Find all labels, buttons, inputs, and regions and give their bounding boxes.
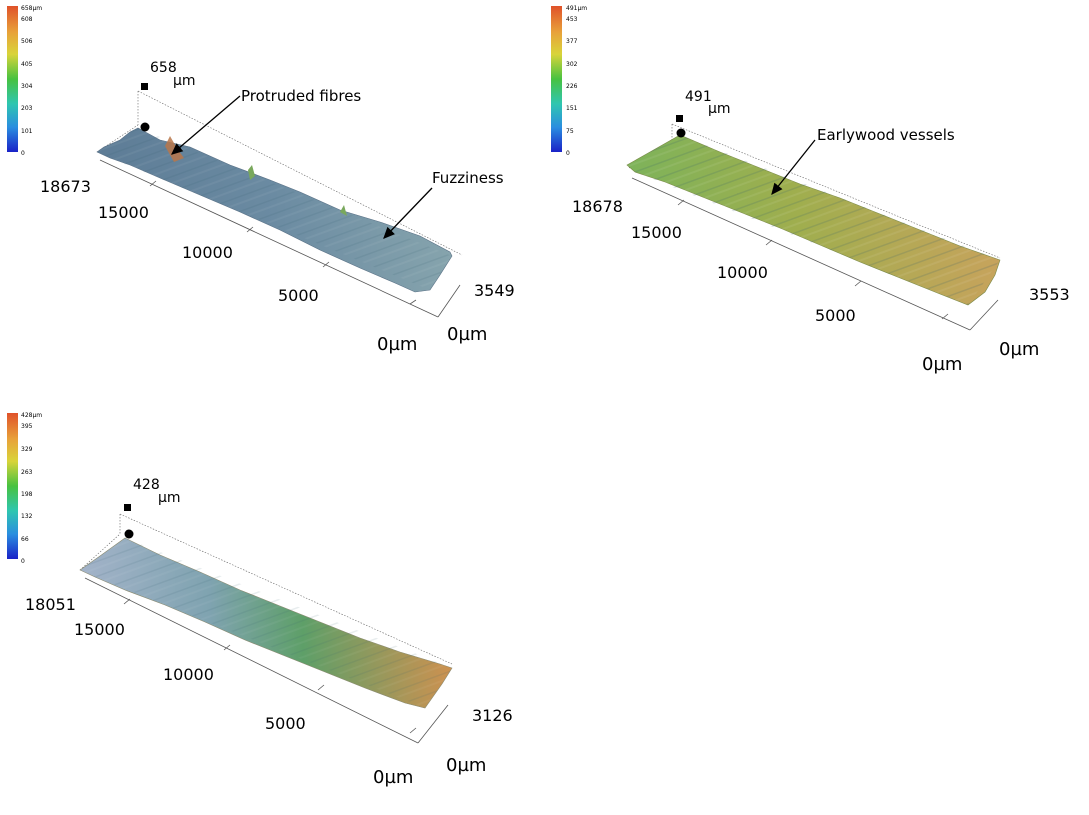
scale-tick: 0 [566, 150, 570, 157]
y-tick-label: 15000 [98, 203, 149, 222]
x-tick-label: 3553 [1029, 285, 1070, 304]
scale-tick: 0 [21, 558, 25, 565]
axis-marker-dot [124, 529, 134, 539]
annotation-arrow [383, 187, 433, 239]
y-tick-label: 18673 [40, 177, 91, 196]
annotation-earlywood-vessels: Earlywood vessels [771, 126, 955, 196]
surface-texture [627, 135, 1000, 305]
scale-tick: 453 [566, 16, 578, 23]
color-scale-c: 428µm 395 329 263 198 132 66 0 [7, 412, 42, 565]
axis-a [99, 159, 461, 318]
x-tick-label: 0µm [999, 339, 1039, 360]
z-unit-label: µm [173, 73, 196, 89]
scale-tick: 329 [21, 446, 33, 453]
panel-b: 491µm 453 377 302 226 151 75 0 491 µm [551, 5, 1070, 375]
y-tick-label: 10000 [163, 665, 214, 684]
axis-marker-dot [140, 122, 150, 132]
fibre-peak [340, 205, 347, 216]
scale-tick: 226 [566, 83, 578, 90]
scale-tick: 151 [566, 105, 578, 112]
scale-tick: 395 [21, 423, 33, 430]
annotation-protruded-fibres: Protruded fibres [171, 87, 361, 155]
y-tick-label: 0µm [922, 354, 962, 375]
scale-tick: 198 [21, 491, 33, 498]
panel-a: 658µm 608 506 405 304 203 101 0 [7, 5, 515, 355]
scale-top-label: 658µm [21, 5, 42, 12]
scale-tick: 263 [21, 469, 33, 476]
scale-top-label: 491µm [566, 5, 587, 12]
annotation-label: Protruded fibres [241, 87, 361, 105]
scale-tick: 304 [21, 83, 33, 90]
scale-tick: 506 [21, 38, 33, 45]
scale-tick: 75 [566, 128, 574, 135]
color-scale-b: 491µm 453 377 302 226 151 75 0 [551, 5, 587, 157]
y-tick-label: 0µm [373, 767, 413, 788]
x-tick-label: 3126 [472, 706, 513, 725]
axis-marker-square [676, 115, 683, 122]
scale-tick: 302 [566, 61, 578, 68]
x-tick-label: 3549 [474, 281, 515, 300]
y-tick-label: 10000 [717, 263, 768, 282]
y-tick-label: 18051 [25, 595, 76, 614]
y-tick-label: 15000 [631, 223, 682, 242]
y-tick-label: 0µm [377, 334, 417, 355]
color-scale-bar [551, 6, 562, 152]
axis-c [84, 577, 449, 744]
annotation-label: Earlywood vessels [817, 126, 955, 144]
scale-tick: 0 [21, 150, 25, 157]
scale-tick: 66 [21, 536, 29, 543]
scale-tick: 405 [21, 61, 33, 68]
scale-tick: 377 [566, 38, 578, 45]
y-tick-label: 18678 [572, 197, 623, 216]
z-value-label: 428 [133, 477, 160, 493]
bounding-box-a [96, 90, 463, 256]
bounding-box-c [79, 513, 453, 665]
y-tick-label: 5000 [815, 306, 856, 325]
scale-tick: 608 [21, 16, 33, 23]
annotation-label: Fuzziness [432, 169, 504, 187]
y-tick-label: 5000 [278, 286, 319, 305]
surface-texture [97, 128, 452, 290]
scale-top-label: 428µm [21, 412, 42, 419]
axis-b [631, 177, 999, 331]
z-value-label: 491 [685, 89, 712, 105]
axis-marker-square [124, 504, 131, 511]
annotation-arrow [171, 95, 241, 155]
axis-marker-square [141, 83, 148, 90]
annotation-arrow [771, 139, 816, 196]
annotation-fuzziness: Fuzziness [383, 169, 504, 239]
z-value-label: 658 [150, 60, 177, 76]
color-scale-bar [7, 413, 18, 559]
scale-tick: 203 [21, 105, 33, 112]
y-tick-label: 15000 [74, 620, 125, 639]
x-tick-label: 0µm [447, 324, 487, 345]
z-unit-label: µm [708, 101, 731, 117]
fibre-peak [248, 165, 255, 180]
color-scale-bar [7, 6, 18, 152]
y-tick-label: 10000 [182, 243, 233, 262]
panel-c: 428µm 395 329 263 198 132 66 0 428 µm [7, 412, 513, 788]
color-scale-a: 658µm 608 506 405 304 203 101 0 [7, 5, 42, 157]
z-unit-label: µm [158, 490, 181, 506]
scale-tick: 132 [21, 513, 33, 520]
surface-texture [80, 538, 452, 708]
x-tick-label: 0µm [446, 755, 486, 776]
axis-marker-dot [676, 128, 686, 138]
scale-tick: 101 [21, 128, 33, 135]
y-tick-label: 5000 [265, 714, 306, 733]
